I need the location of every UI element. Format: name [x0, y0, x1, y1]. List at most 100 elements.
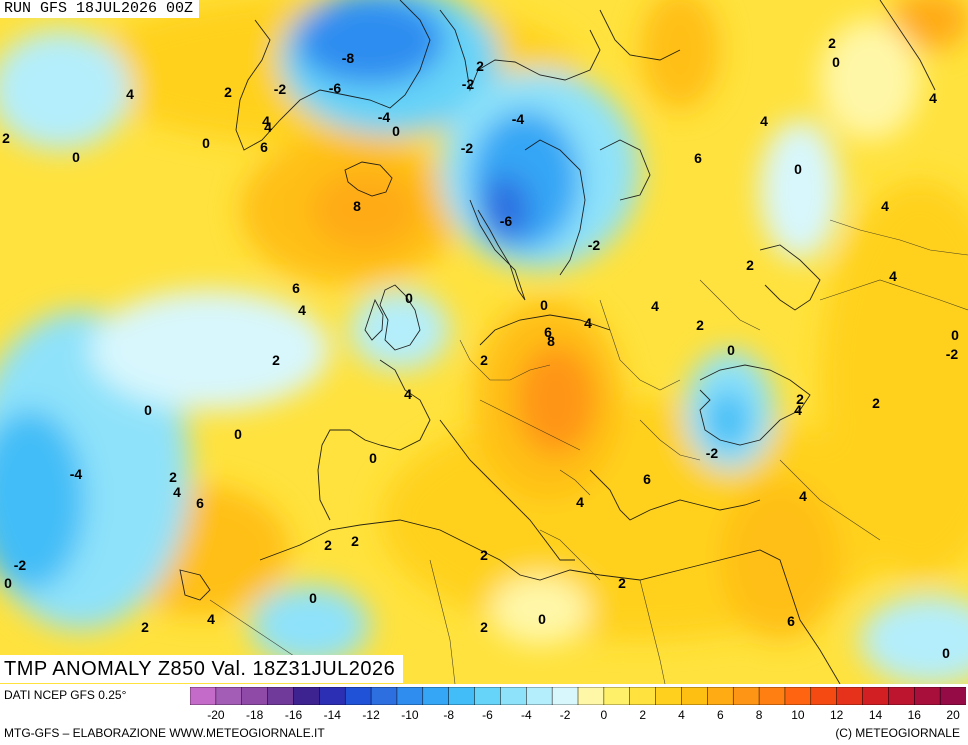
contour-label: 4 [298, 302, 306, 318]
contour-label: 4 [881, 198, 889, 214]
contour-label: -6 [500, 213, 513, 229]
contour-label: 0 [4, 575, 12, 591]
contour-label: 8 [547, 333, 555, 349]
contour-label: 6 [787, 613, 795, 629]
contour-label: 0 [392, 123, 400, 139]
colorbar-swatch [448, 687, 476, 705]
colorbar-tick: -4 [520, 708, 532, 722]
colorbar-swatch [577, 687, 605, 705]
contour-label: 4 [262, 113, 270, 129]
contour-label: 4 [404, 386, 412, 402]
contour-label: 4 [126, 86, 134, 102]
contour-label: 6 [196, 495, 204, 511]
footer-copyright: (C) METEOGIORNALE [835, 726, 960, 740]
colorbar-swatch [267, 687, 295, 705]
colorbar-tick: -6 [482, 708, 493, 722]
colorbar-swatch [474, 687, 502, 705]
contour-label: 0 [794, 161, 802, 177]
contour-label: 4 [794, 402, 802, 418]
contour-label: 8 [353, 198, 361, 214]
colorbar-tick: -8 [443, 708, 455, 722]
colorbar-swatch [396, 687, 424, 705]
contour-label: 2 [796, 391, 804, 407]
contour-label: 2 [480, 547, 488, 563]
footer-credit: MTG-GFS – ELABORAZIONE WWW.METEOGIORNALE… [4, 726, 325, 740]
colorbar [190, 687, 966, 705]
contour-label: 2 [141, 619, 149, 635]
contour-label: -2 [462, 76, 475, 92]
contour-label: 2 [224, 84, 232, 100]
colorbar-swatch [344, 687, 372, 705]
borders [209, 219, 968, 684]
colorbar-swatch [914, 687, 941, 705]
contour-label: 4 [264, 119, 272, 135]
contour-label: 0 [369, 450, 377, 466]
contour-label: 4 [584, 315, 592, 331]
colorbar-tick: -20 [207, 708, 225, 722]
colorbar-swatch [810, 687, 838, 705]
colorbar-tick: 10 [791, 708, 805, 722]
contour-label: 0 [72, 149, 80, 165]
colorbar-swatch [319, 687, 346, 705]
colorbar-tick: 12 [830, 708, 844, 722]
contour-label: 0 [832, 54, 840, 70]
contour-label: 4 [173, 484, 181, 500]
contour-label: 4 [889, 268, 897, 284]
colorbar-swatch [732, 687, 760, 705]
contour-label: 0 [942, 645, 950, 661]
contour-label: -4 [378, 109, 391, 125]
contour-label: 2 [2, 130, 10, 146]
run-label: RUN GFS 18JUL2026 00Z [0, 0, 200, 18]
colorbar-swatch [629, 687, 657, 705]
colorbar-swatch [241, 687, 269, 705]
contour-label: 4 [929, 90, 937, 106]
contour-label: 0 [202, 135, 210, 151]
colorbar-tick: 16 [907, 708, 921, 722]
contour-label: 4 [576, 494, 584, 510]
contour-label: 0 [405, 290, 413, 306]
colorbar-tick: -16 [284, 708, 303, 722]
colorbar-swatch [526, 687, 553, 705]
colorbar-tick: 20 [946, 708, 960, 722]
contour-label: -4 [70, 466, 83, 482]
colorbar-swatch [215, 687, 243, 705]
data-source-label: DATI NCEP GFS 0.25° [4, 688, 127, 702]
contour-label: 2 [272, 352, 280, 368]
contour-label: 0 [234, 426, 242, 442]
colorbar-swatch [888, 687, 915, 705]
coastlines [179, 0, 936, 684]
contour-label: 0 [538, 611, 546, 627]
temperature-anomaly-map: 4 2 -2-8-6200446-4082-2-4-2-6-220446042464… [0, 0, 968, 684]
contour-label: 0 [727, 342, 735, 358]
contour-label: -2 [461, 140, 474, 156]
contour-label: 2 [480, 352, 488, 368]
anomaly-field [0, 0, 968, 684]
colorbar-tick-labels: -20 -18 -16 -14 -12 -10 -8 -6 -4 -2 0 2 4 6 8 10 12 14 16 2… [190, 708, 966, 724]
colorbar-tick: 4 [678, 708, 685, 722]
contour-label: 2 [828, 35, 836, 51]
colorbar-swatch [422, 687, 450, 705]
contour-label: 2 [480, 619, 488, 635]
colorbar-swatch [784, 687, 812, 705]
colorbar-swatch [370, 687, 398, 705]
contour-label: 4 [760, 113, 768, 129]
colorbar-swatch [190, 687, 217, 705]
contour-label: 0 [951, 327, 959, 343]
colorbar-swatch [293, 687, 320, 705]
contour-label: -8 [342, 50, 355, 66]
contour-label: -2 [946, 346, 959, 362]
colorbar-tick: -2 [559, 708, 571, 722]
colorbar-tick: -10 [401, 708, 419, 722]
contour-label: 0 [309, 590, 317, 606]
colorbar-tick: 14 [868, 708, 883, 722]
contour-label: 2 [169, 469, 177, 485]
contour-label: -2 [588, 237, 601, 253]
contour-label: -2 [274, 81, 287, 97]
contour-label: 4 [799, 488, 807, 504]
contour-label: 0 [540, 297, 548, 313]
contour-label: 2 [618, 575, 626, 591]
contour-label: -2 [14, 557, 27, 573]
contour-label: 6 [260, 139, 268, 155]
colorbar-swatch [836, 687, 864, 705]
contour-label: 6 [292, 280, 300, 296]
